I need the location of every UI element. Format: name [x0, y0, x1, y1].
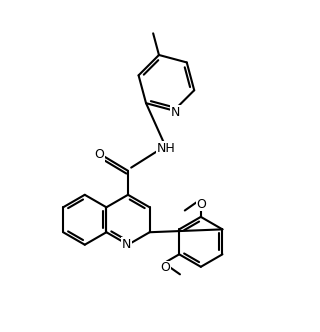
- Text: N: N: [122, 238, 131, 251]
- Text: O: O: [161, 261, 171, 275]
- Text: N: N: [171, 106, 180, 119]
- Text: O: O: [94, 148, 104, 161]
- Text: O: O: [196, 198, 206, 210]
- Text: NH: NH: [157, 142, 176, 155]
